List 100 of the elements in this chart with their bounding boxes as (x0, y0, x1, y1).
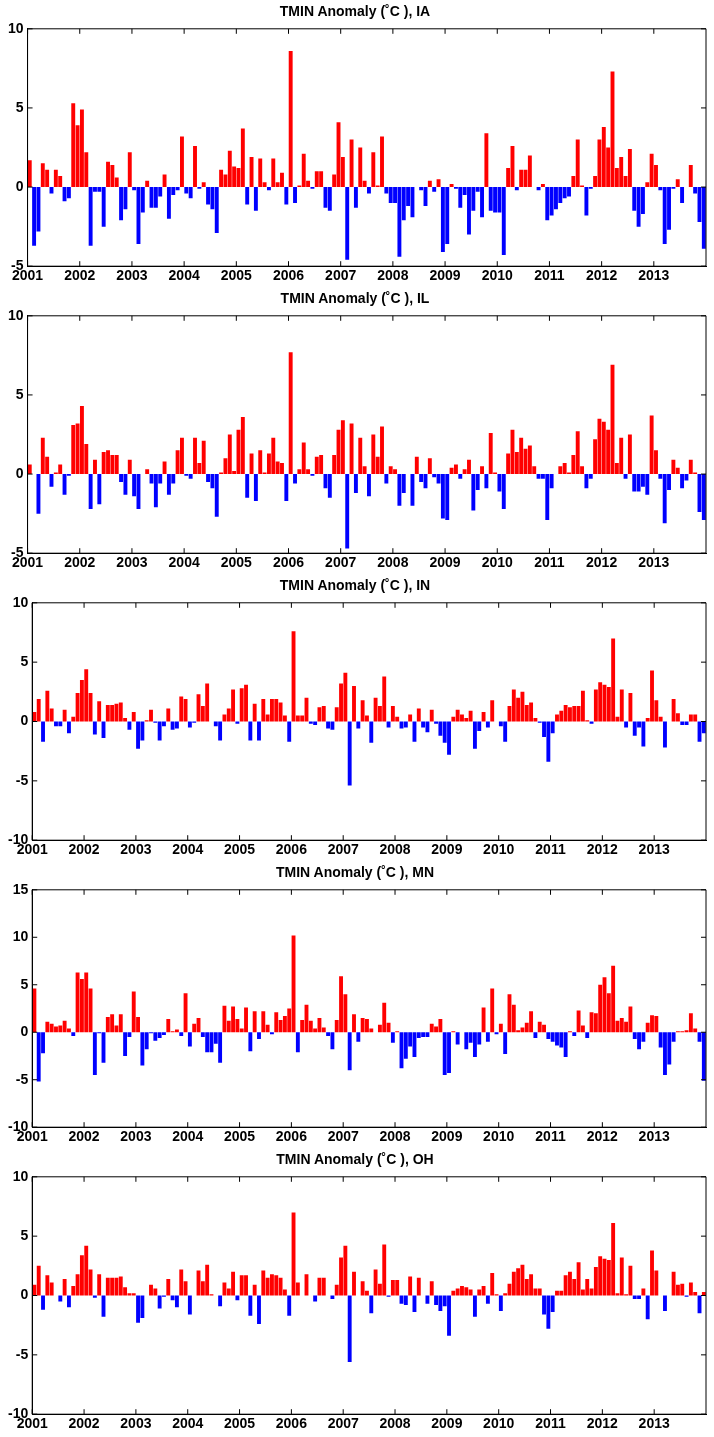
bar (397, 187, 402, 257)
bar (214, 474, 219, 517)
chart-title: TMIN Anomaly (˚C ), MN (275, 864, 435, 881)
bar (585, 1032, 590, 1038)
y-tick-label: -5 (15, 1345, 29, 1362)
bar (382, 1002, 387, 1033)
bar (353, 474, 358, 494)
bar (45, 1021, 50, 1033)
bar (650, 1250, 654, 1296)
bar (284, 187, 289, 205)
bar (360, 1018, 365, 1033)
bar (271, 158, 276, 188)
bar (485, 1032, 490, 1042)
bar (503, 1032, 508, 1055)
bar (514, 187, 519, 191)
bar (218, 1295, 223, 1307)
bar (67, 721, 71, 734)
bar (330, 1032, 335, 1050)
bar (127, 152, 132, 188)
bar (36, 1265, 41, 1296)
bar (484, 474, 489, 489)
bar (153, 474, 158, 508)
bar (519, 437, 524, 475)
bar (649, 153, 654, 188)
bar (529, 702, 534, 722)
x-tick-label: 2011 (535, 1128, 566, 1145)
x-tick-label: 2012 (586, 1128, 619, 1145)
bar (245, 474, 250, 498)
bar (270, 1274, 274, 1296)
x-tick-label: 2011 (535, 841, 566, 858)
bar (438, 1295, 443, 1311)
bar (563, 1275, 568, 1296)
bar (257, 721, 261, 741)
bar (258, 450, 263, 475)
bar (627, 149, 632, 188)
bar (671, 459, 676, 475)
bar (503, 721, 508, 742)
bar (484, 133, 489, 188)
bar (562, 187, 567, 199)
bar (118, 1014, 123, 1033)
bar (519, 169, 524, 188)
bar (467, 187, 471, 235)
bar (440, 187, 445, 252)
bar (162, 174, 167, 188)
x-tick-label: 2008 (377, 267, 409, 284)
bar (671, 698, 676, 722)
bar (650, 1015, 654, 1033)
bar (628, 1006, 633, 1033)
bar (270, 698, 274, 722)
bar (188, 474, 193, 479)
bar (187, 1295, 192, 1315)
bar (162, 1032, 166, 1036)
bar (327, 474, 332, 498)
bar (343, 672, 348, 722)
bar (131, 1293, 136, 1296)
bar (601, 126, 606, 188)
bar (149, 1284, 153, 1296)
bar (537, 1021, 542, 1033)
bar (131, 712, 136, 722)
bar (131, 991, 136, 1033)
bar (597, 418, 602, 475)
bar (360, 1281, 365, 1296)
bar (280, 172, 284, 188)
y-tick-label: 5 (15, 385, 24, 402)
bar (288, 50, 293, 188)
x-tick-label: 2003 (120, 841, 152, 858)
bar (287, 1295, 292, 1316)
bar (58, 464, 63, 475)
bar (427, 458, 432, 475)
bar (584, 187, 589, 216)
bar (410, 474, 415, 506)
bar (140, 1295, 145, 1319)
bar (460, 1286, 464, 1296)
bar (619, 1018, 624, 1033)
x-tick-label: 2006 (275, 841, 308, 858)
x-tick-label: 2010 (483, 1415, 515, 1432)
bar (563, 704, 568, 722)
bar (527, 445, 532, 475)
bar (319, 171, 324, 188)
bar (222, 1282, 227, 1296)
bar (71, 103, 76, 188)
bar (688, 459, 693, 475)
bar (136, 1295, 140, 1323)
bar (240, 128, 245, 188)
bar (127, 721, 132, 730)
bar (257, 1295, 261, 1324)
chart-title: TMIN Anomaly (˚C ), IN (279, 577, 431, 594)
bar (576, 1010, 581, 1033)
bar (464, 1287, 469, 1296)
bar (481, 712, 486, 722)
bar (636, 474, 641, 492)
bar (119, 187, 124, 221)
bar (358, 147, 363, 188)
y-tick-label: 10 (12, 1167, 29, 1184)
bar (481, 1007, 486, 1033)
x-tick-label: 2013 (638, 554, 670, 571)
bar (627, 434, 632, 475)
x-tick-label: 2002 (68, 1128, 100, 1145)
bar (45, 1275, 50, 1296)
bar (97, 474, 102, 505)
